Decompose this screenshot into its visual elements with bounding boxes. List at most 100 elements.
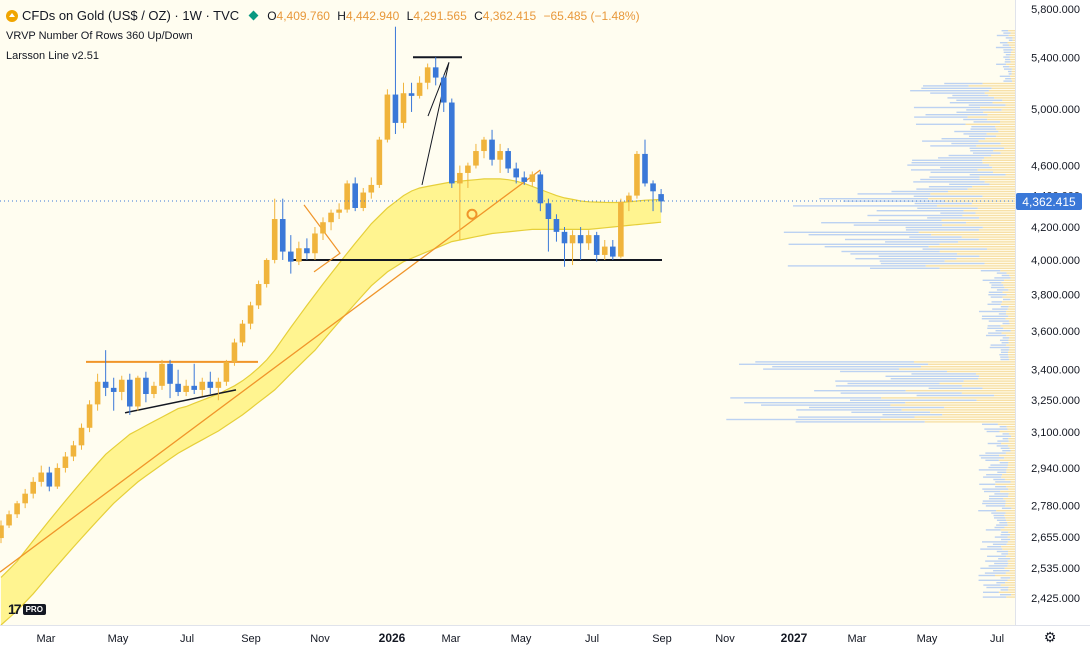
candle-body [513,168,519,178]
volume-bar-down [910,90,989,92]
candle-body [215,381,222,388]
volume-bar-up [1005,452,1015,454]
symbol-row[interactable]: CFDs on Gold (US$ / OZ) · 1W · TVC O4,40… [6,6,640,26]
volume-bar-up [1012,80,1015,82]
indicator-vrvp[interactable]: VRVP Number Of Rows 360 Up/Down [6,30,193,42]
volume-bar-down [922,248,988,250]
volume-bar-down [985,560,1008,562]
volume-bar-up [890,404,1015,406]
gear-icon[interactable]: ⚙ [1043,629,1057,645]
tradingview-logo[interactable]: 17 PRO [8,601,46,617]
price-scale[interactable] [1015,0,1090,625]
volume-bar-up [947,190,1015,193]
volume-bar-down [981,423,998,425]
volume-bar-down [947,97,995,99]
volume-bar-down [1007,70,1012,73]
volume-bar-down [969,147,1005,149]
volume-profile [726,30,1015,598]
volume-bar-down [941,138,986,140]
market-status-icon [249,11,259,21]
volume-bar-down [999,75,1011,77]
volume-bar-up [905,390,1015,392]
volume-bar-up [1001,109,1015,111]
volume-bar-up [994,97,1015,99]
volume-bar-up [1010,61,1015,63]
volume-bar-down [907,164,990,166]
volume-bar-up [1007,522,1015,524]
volume-bar-up [995,126,1015,128]
volume-bar-down [996,63,1007,65]
symbol-title[interactable]: CFDs on Gold (US$ / OZ) · 1W · TVC [22,8,240,23]
ascending-support-line [124,389,237,414]
volume-bar-down [968,104,1006,106]
volume-bar-up [1008,589,1015,591]
volume-bar-up [1010,298,1015,301]
volume-bar-up [1002,99,1015,101]
volume-bar-down [978,510,997,512]
volume-bar-up [978,378,1015,380]
candle-body [255,284,262,306]
volume-bar-down [1001,507,1012,509]
volume-bar-up [1000,270,1015,272]
volume-bar-up [997,423,1015,425]
candle-body [658,194,664,202]
volume-bar-down [1002,450,1011,452]
candle-body [127,379,133,407]
candle-body [175,383,181,392]
volume-bar-down [987,325,1001,327]
volume-bar-down [928,186,973,188]
volume-bar-down [938,157,985,159]
volume-bar-down [988,466,1008,469]
indicator-larsson[interactable]: Larsson Line v2.51 [6,50,99,62]
volume-bar-up [1011,78,1015,80]
volume-bar-up [1011,70,1015,73]
volume-bar-up [991,154,1015,157]
volume-bar-down [878,255,980,257]
volume-bar-down [998,313,1007,315]
volume-bar-down [987,327,1004,329]
volume-bar-down [1005,78,1012,80]
volume-bar-up [979,375,1015,377]
volume-bar-up [995,483,1015,485]
volume-bar-down [988,498,1004,500]
time-scale[interactable] [0,625,1090,652]
volume-bar-down [726,418,881,421]
volume-bar-down [956,99,1003,101]
volume-bar-down [992,308,1008,310]
volume-bar-up [1011,68,1015,70]
volume-bar-up [1008,495,1015,497]
volume-bar-down [994,536,1008,538]
volume-bar-up [1006,310,1015,313]
candle-body [159,363,165,386]
volume-bar-down [835,380,964,382]
larsson-line-band [0,178,662,626]
volume-bar-up [956,258,1015,260]
volume-bar-up [1008,531,1015,533]
volume-bar-up [1008,339,1015,341]
volume-bar-up [1009,447,1015,449]
volume-bar-down [1001,538,1011,541]
volume-bar-down [983,584,1001,586]
volume-bar-down [792,205,938,207]
volume-bar-down [913,106,981,109]
candle-body [473,151,479,166]
volume-bar-up [1006,596,1015,598]
volume-bar-down [819,198,929,200]
volume-bar-down [730,397,882,399]
volume-bar-up [980,106,1015,109]
volume-bar-up [1010,481,1015,483]
candle-body [30,481,36,494]
volume-bar-up [978,140,1015,142]
volume-bar-up [992,102,1015,104]
volume-bar-up [961,392,1015,394]
volume-bar-up [1006,555,1015,557]
volume-bar-up [925,265,1015,267]
volume-bar-up [1004,457,1015,459]
volume-bar-down [994,562,1009,565]
volume-bar-up [1004,526,1015,529]
volume-bar-down [1000,351,1008,353]
volume-bar-up [920,366,1015,368]
candle-body [384,94,391,140]
volume-bar-down [986,430,1000,433]
